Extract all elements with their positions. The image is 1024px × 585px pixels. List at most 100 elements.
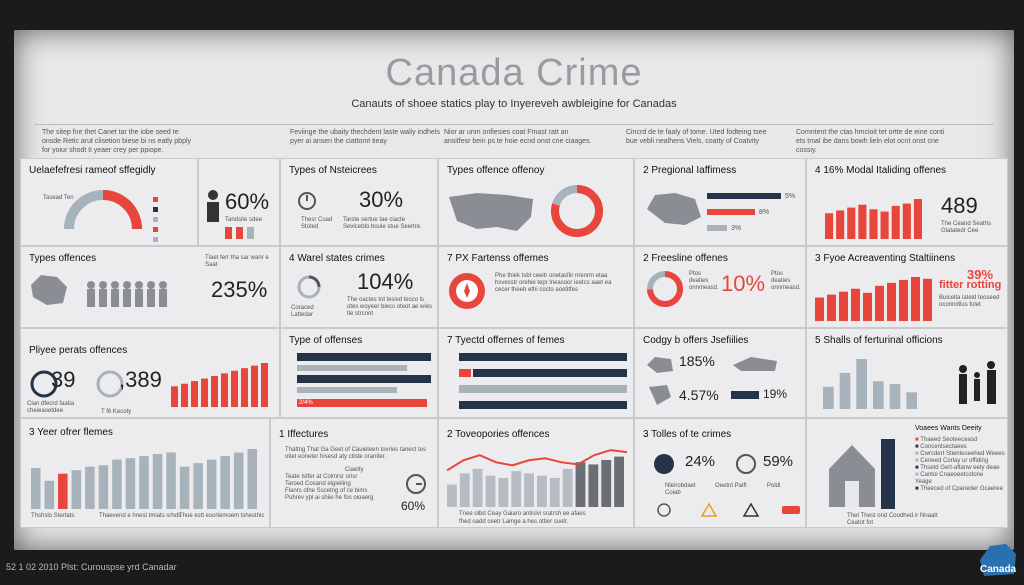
legend-item: ■ Cwrcdert Stienteseehed Weees	[915, 451, 1005, 457]
panel-tyectd: 7 Tyectd offernes of femes	[438, 328, 634, 418]
stat-note: The oactes tot lesivd tesco ls otes woye…	[347, 297, 433, 317]
bar	[251, 365, 258, 407]
panel-title: Types of Nsteicrees	[289, 165, 377, 176]
list-item: Flanrs ofne Sscetng of ce bims	[285, 488, 368, 494]
bar	[231, 370, 238, 407]
bar	[549, 477, 560, 507]
bar-value: 5%	[785, 193, 796, 200]
map-icon	[733, 357, 777, 371]
infographic-board: Canada Crime Canauts of shoee statics pl…	[14, 30, 1014, 550]
panel-title: 4 Warel states crimes	[289, 253, 385, 264]
bar	[524, 473, 534, 507]
bar	[839, 291, 848, 321]
bar	[472, 468, 483, 507]
panel-toveopories: 2 Toveopories offences Tnee olbd Ceay Ga…	[438, 418, 634, 528]
panel-yeer-ofrer: 3 Yeer ofrer flemes Thshslo Stertats Tha…	[20, 418, 270, 528]
list-item: Taroed Cosand eigieiling	[285, 481, 351, 487]
bar	[485, 475, 496, 507]
h-bar	[297, 375, 431, 383]
page-title: Canada Crime	[385, 52, 643, 94]
panel-title: Codgy b offers Jsefiilies	[643, 335, 749, 346]
stat-note: Thaevend e hnest tmiats srhds	[99, 513, 182, 519]
legend-item: ■ Thsetd Gert-aftanw eety deae	[915, 465, 1000, 471]
panel-shalls: 5 Shalls of ferturinal officions	[806, 328, 1008, 418]
bar	[166, 452, 176, 509]
panel-types-offences: Types offences Tlaet ferr tha sar wanr e…	[20, 246, 280, 328]
bar-chart-yeer	[31, 449, 257, 509]
usa-map-icon	[449, 193, 533, 231]
bar-value: 3%	[731, 225, 742, 232]
stat-note: Phe thiek tsbl ceeitr onetasfiir nrenrm …	[495, 273, 612, 293]
bar	[112, 459, 122, 509]
house-icon	[829, 445, 875, 507]
bar	[873, 381, 884, 409]
legend-item	[153, 189, 158, 202]
h-bar	[707, 209, 755, 215]
legend: ■ Thaeed Seoteeceasd ■ Concentsectaees ■…	[915, 437, 1007, 493]
bar	[152, 453, 163, 509]
stat-note: Thue estt esortemoem tshesthic	[179, 513, 265, 519]
stat-value: 60%	[225, 189, 270, 214]
bar	[233, 452, 244, 509]
gauge-chart	[64, 190, 142, 230]
bar	[847, 207, 856, 239]
divider	[34, 124, 994, 125]
stat-note: The Ceand Seaths Glatatedr Cee	[941, 221, 992, 234]
h-bar	[473, 369, 627, 377]
bar-chart-pliyee	[171, 363, 268, 407]
logo: Canada	[978, 540, 1018, 580]
intro-text-3: Nior ar unm onfiesies coat Fmast ratt an…	[444, 129, 592, 145]
gauge-fill	[102, 190, 142, 230]
warning-icon	[742, 502, 760, 517]
legend-item: ■ Cantoi Cnaeoeetcotone	[915, 472, 984, 478]
map-icon	[649, 385, 671, 405]
legend	[153, 189, 158, 242]
legend-item: Yeage	[915, 479, 932, 485]
bar	[823, 386, 834, 409]
person-icon	[207, 190, 219, 222]
bar	[201, 378, 208, 407]
bar	[923, 278, 932, 321]
legend-item: ■ Ceneed Corlay ur offiding	[915, 458, 989, 464]
bar	[261, 363, 268, 407]
bar	[601, 459, 612, 507]
legend-item: ■ Concentsectaees	[915, 444, 967, 450]
bar-chart-shalls	[823, 359, 917, 409]
stat-label: Poldl	[767, 483, 781, 489]
bar	[193, 463, 203, 509]
bar	[891, 205, 900, 239]
panel-fartenss: 7 PX Fartenss offemes Phe thiek tsbl cee…	[438, 246, 634, 328]
panel-title: Uelaefefresi rameof sffegidly	[29, 165, 156, 176]
stat-value: 10%	[721, 271, 766, 296]
bar	[44, 480, 55, 509]
panel-title: 2 Freesline offenes	[643, 253, 728, 264]
bar	[614, 456, 624, 507]
stat-note: Thshslo Stertats	[31, 513, 75, 519]
stat-value: 4.57%	[679, 387, 719, 403]
series-line	[446, 449, 628, 472]
bullet-list: Ciaetty Teate Istfer at Colmrsr orisr Ta…	[285, 467, 373, 502]
bar	[827, 294, 836, 321]
bar	[839, 372, 851, 409]
stat-value: 235%	[211, 277, 268, 302]
panel-tolles: 3 Tolles of te crimes 24% 59% Nleirobdae…	[634, 418, 806, 528]
stat-value: 19%	[763, 387, 788, 401]
h-bar	[297, 399, 427, 407]
panel-title: 1 Iffectures	[279, 429, 329, 440]
panel-pliyee: Pliyee perats offences 39 ,389 Clan dfec…	[20, 328, 280, 418]
coin-icon	[657, 503, 671, 517]
legend-item	[153, 199, 158, 212]
panel-title: 2 Pregional Iaffimess	[643, 165, 737, 176]
stat-value: 59%	[763, 453, 794, 470]
dot-icon	[654, 454, 674, 474]
bar	[191, 381, 198, 407]
bar	[875, 285, 884, 321]
intro-text-2: Feviinge the ubaity thechdent laste wali…	[290, 129, 440, 145]
stat-note: Tlaet ferr tha sar wanr e Saat	[205, 255, 269, 268]
badge-icon	[782, 506, 800, 514]
bar	[911, 277, 920, 321]
bar	[825, 213, 834, 239]
panel-title: 5 Shalls of ferturinal officions	[815, 335, 943, 346]
panel-warel: 4 Warel states crimes 104% Coraced Latte…	[280, 246, 438, 328]
bar	[851, 288, 860, 321]
